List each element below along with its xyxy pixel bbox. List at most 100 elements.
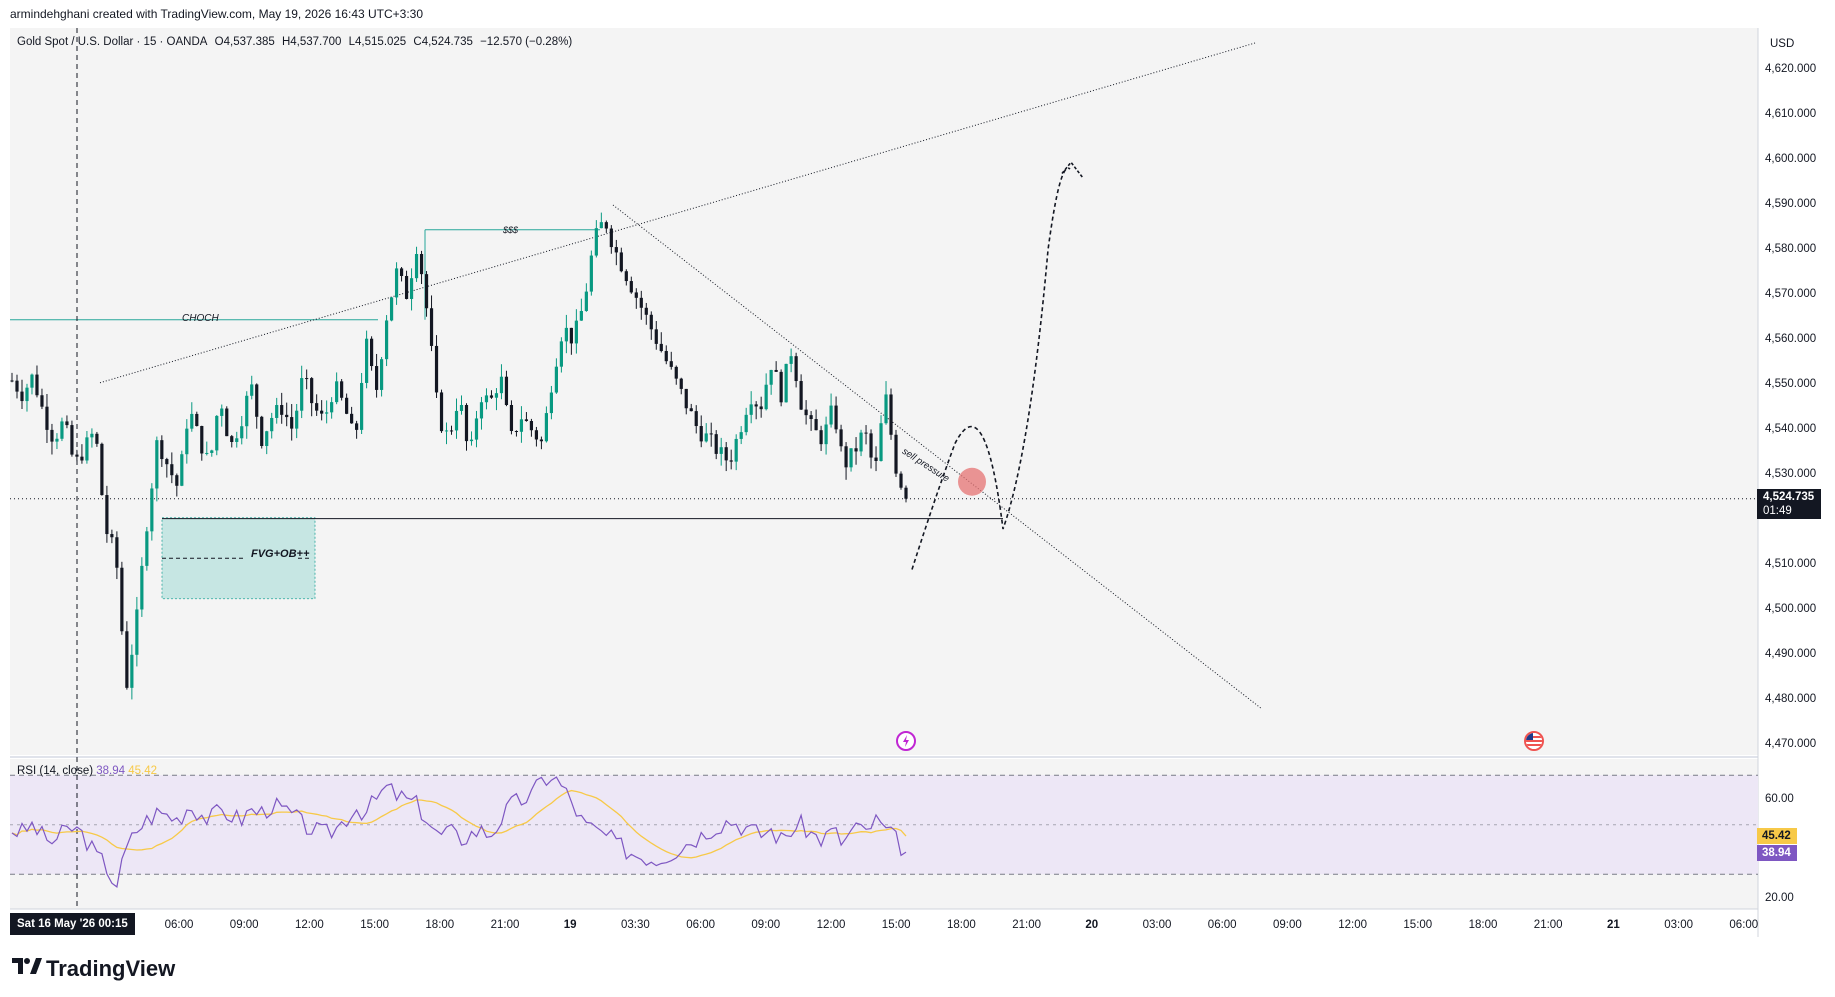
candle-body xyxy=(225,408,229,437)
candle-body xyxy=(544,413,549,442)
time-tick: 21:00 xyxy=(490,919,520,931)
candle-body xyxy=(170,464,174,476)
candle-body xyxy=(340,381,344,398)
us-flag-glyph xyxy=(1526,733,1542,749)
candle-body xyxy=(459,404,464,411)
us-flag-event-icon[interactable] xyxy=(1524,731,1544,751)
candle-body xyxy=(904,487,908,499)
candle-body xyxy=(619,252,623,272)
candle-body xyxy=(250,384,254,396)
candle-body xyxy=(564,327,568,342)
candle-body xyxy=(679,378,683,389)
candle-body xyxy=(15,380,19,392)
price-tick: 4,600.000 xyxy=(1765,153,1817,165)
candle-body xyxy=(165,459,169,465)
candle-body xyxy=(65,421,69,426)
candle-body xyxy=(140,565,144,610)
candle-body xyxy=(290,417,294,429)
last-price-tag: 4,524.735 01:49 xyxy=(1757,489,1821,519)
candle-body xyxy=(30,374,34,388)
time-tick: 21:00 xyxy=(1533,919,1563,931)
time-tick: 12:00 xyxy=(1338,919,1367,931)
candle-body xyxy=(160,440,164,460)
candle-body xyxy=(899,473,903,488)
candle-body xyxy=(474,418,479,440)
lightning-event-icon[interactable] xyxy=(896,731,916,751)
candle-body xyxy=(379,359,384,390)
candle-body xyxy=(389,297,394,321)
candle-body xyxy=(429,308,434,346)
tradingview-logo[interactable]: TradingView xyxy=(12,956,175,982)
candle-body xyxy=(589,255,593,292)
fvg-label: FVG+OB++ xyxy=(251,548,310,560)
candle-body xyxy=(185,428,189,455)
candle-body xyxy=(504,376,509,405)
candle-body xyxy=(749,404,753,415)
candle-body xyxy=(35,374,39,396)
rsi-ma-line xyxy=(11,789,907,859)
candle-body xyxy=(449,430,454,432)
rsi-legend[interactable]: RSI (14, close) 38.94 45.42 xyxy=(17,765,157,777)
candle-body xyxy=(479,402,484,419)
candle-body xyxy=(195,413,199,427)
drawings xyxy=(10,28,1758,909)
candle-body xyxy=(75,454,79,457)
candle-body xyxy=(584,291,588,311)
candle-body xyxy=(854,448,858,452)
candle-body xyxy=(804,409,808,416)
candle-body xyxy=(694,411,698,427)
candle-body xyxy=(374,366,379,390)
time-tick: 18:00 xyxy=(425,919,455,931)
time-tick: 15:00 xyxy=(881,919,911,931)
candle-body xyxy=(499,376,504,394)
rsi-ma-value: 45.42 xyxy=(128,765,158,777)
candle-body xyxy=(464,404,469,442)
author-header: armindehghani created with TradingView.c… xyxy=(10,7,424,21)
candle-body xyxy=(20,391,24,402)
candle-body xyxy=(235,438,239,442)
main-pane[interactable] xyxy=(10,28,1758,755)
candle-body xyxy=(484,395,489,403)
candle-body xyxy=(539,439,544,442)
candle-body xyxy=(325,412,329,414)
candle-body xyxy=(819,430,823,445)
rsi-value: 38.94 xyxy=(96,765,126,777)
candle-body xyxy=(40,395,44,407)
price-tick: 4,530.000 xyxy=(1765,468,1817,480)
candle-body xyxy=(240,426,244,439)
rsi-name[interactable]: RSI (14, close) xyxy=(17,765,94,777)
candle-body xyxy=(574,320,578,344)
candle-body xyxy=(704,433,708,442)
currency-label[interactable]: USD xyxy=(1770,38,1795,50)
candle-body xyxy=(674,366,678,379)
candle-body xyxy=(394,268,399,298)
candle-body xyxy=(80,456,84,461)
symbol-name[interactable]: Gold Spot / U.S. Dollar · 15 · OANDA xyxy=(17,36,208,48)
rsi-axis-60: 60.00 xyxy=(1765,793,1794,805)
candle-body xyxy=(335,381,339,403)
candle-body xyxy=(709,433,713,435)
high-value: H4,537.700 xyxy=(281,36,342,48)
time-tick: 09:00 xyxy=(751,919,781,931)
price-tick: 4,540.000 xyxy=(1765,423,1817,435)
candle-body xyxy=(774,369,778,372)
candle-body xyxy=(524,419,529,422)
time-tick: 06:00 xyxy=(1729,919,1759,931)
candle-body xyxy=(624,271,628,282)
candle-body xyxy=(879,423,883,461)
time-tick: 09:00 xyxy=(1273,919,1302,931)
candle-body xyxy=(654,329,658,344)
candle-body xyxy=(60,421,64,439)
tradingview-wordmark: TradingView xyxy=(46,956,176,981)
candle-body xyxy=(599,222,603,229)
rsi-axis-20: 20.00 xyxy=(1765,892,1794,904)
candle-body xyxy=(644,307,648,315)
candle-body xyxy=(444,430,449,432)
candle-body xyxy=(120,567,124,632)
symbol-legend[interactable]: Gold Spot / U.S. Dollar · 15 · OANDA O4,… xyxy=(17,36,576,48)
price-axis[interactable] xyxy=(1758,28,1835,909)
candle-body xyxy=(859,432,863,452)
time-tick: 15:00 xyxy=(360,919,389,931)
time-axis[interactable] xyxy=(10,909,1758,937)
